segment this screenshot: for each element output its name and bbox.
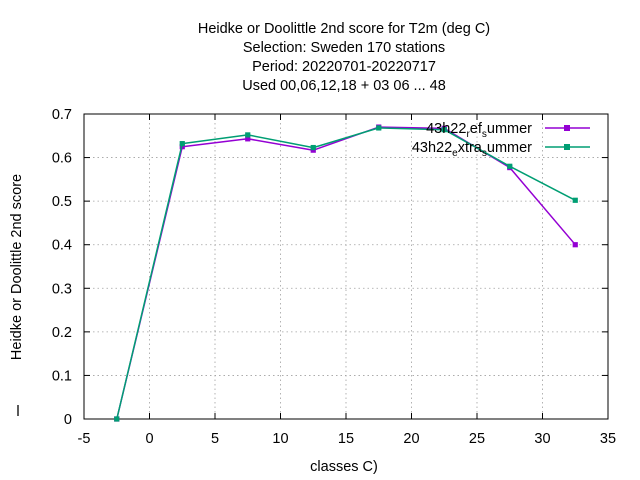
axes: -5 0 5 10 15 20 25 30 35 0 0.1 0.2 0.3 0.4 0.5 0.6 0.7 [52,107,616,447]
data-point [572,242,578,248]
data-point [441,127,447,133]
legend-label-2-sub-2: s [482,148,487,159]
series-line [116,127,576,420]
title-line-4: Used 00,06,12,18 + 03 06 ... 48 [242,78,446,94]
y-tick-label: 0 [64,412,72,428]
y-tick-label: 0.3 [52,281,72,297]
y-tick-label: 0.2 [52,325,72,341]
legend: 43h22refsummer 43h22extrasummer [412,121,590,159]
data-point [245,132,251,138]
x-tick-label: 35 [600,431,616,447]
y-tick-label: 0.5 [52,194,72,210]
legend-marker-2 [564,144,570,150]
y-axis-label: Heidke or Doolittle 2nd score [9,174,25,360]
y-tick-label: 0.1 [52,368,72,384]
series [114,124,578,422]
x-tick-label: 0 [145,431,153,447]
chart-title: Heidke or Doolittle 2nd score for T2m (d… [198,21,490,94]
legend-entry-2: 43h22extrasummer [412,140,590,159]
x-tick-label: 10 [272,431,288,447]
legend-label-1-sub-1: r [466,129,470,140]
legend-label-2: 43h22extrasummer [412,140,532,159]
title-line-3: Period: 20220701-20220717 [252,59,436,75]
legend-marker-1 [564,125,570,131]
x-tick-label: 15 [338,431,354,447]
x-tick-label: 5 [211,431,219,447]
data-point [245,136,251,142]
x-tick-label: 25 [469,431,485,447]
y-tick-label: 0.6 [52,151,72,167]
y-tick-label: 0.4 [52,238,72,254]
series-2 [114,125,578,422]
legend-label-2-part-c: ummer [487,140,532,156]
legend-label-2-part-b: xtra [458,140,483,156]
legend-label-1-part-a: 43h22 [426,121,466,137]
legend-label-2-part-a: 43h22 [412,140,452,156]
data-point [507,163,513,169]
data-point [572,197,578,203]
legend-label-1-sub-2: s [482,129,487,140]
x-tick-label: 30 [534,431,550,447]
x-tick-label: 20 [403,431,419,447]
data-point [376,125,382,131]
data-point [179,141,185,147]
x-tick-label: -5 [78,431,91,447]
x-axis-label: classes C) [310,459,378,475]
title-line-1: Heidke or Doolittle 2nd score for T2m (d… [198,21,490,37]
y-tick-label: 0.7 [52,107,72,123]
data-point [310,147,316,153]
legend-label-1-part-b: ef [470,121,483,137]
data-point [114,416,120,422]
series-line [116,126,576,420]
grid [84,114,608,419]
legend-label-1-part-c: ummer [487,121,532,137]
title-line-2: Selection: Sweden 170 stations [243,40,445,56]
plot-border [83,113,609,420]
data-point [310,144,316,151]
legend-entry-1: 43h22refsummer [426,121,590,140]
legend-label-2-sub-1: e [452,148,458,159]
legend-label-1: 43h22refsummer [426,121,532,140]
